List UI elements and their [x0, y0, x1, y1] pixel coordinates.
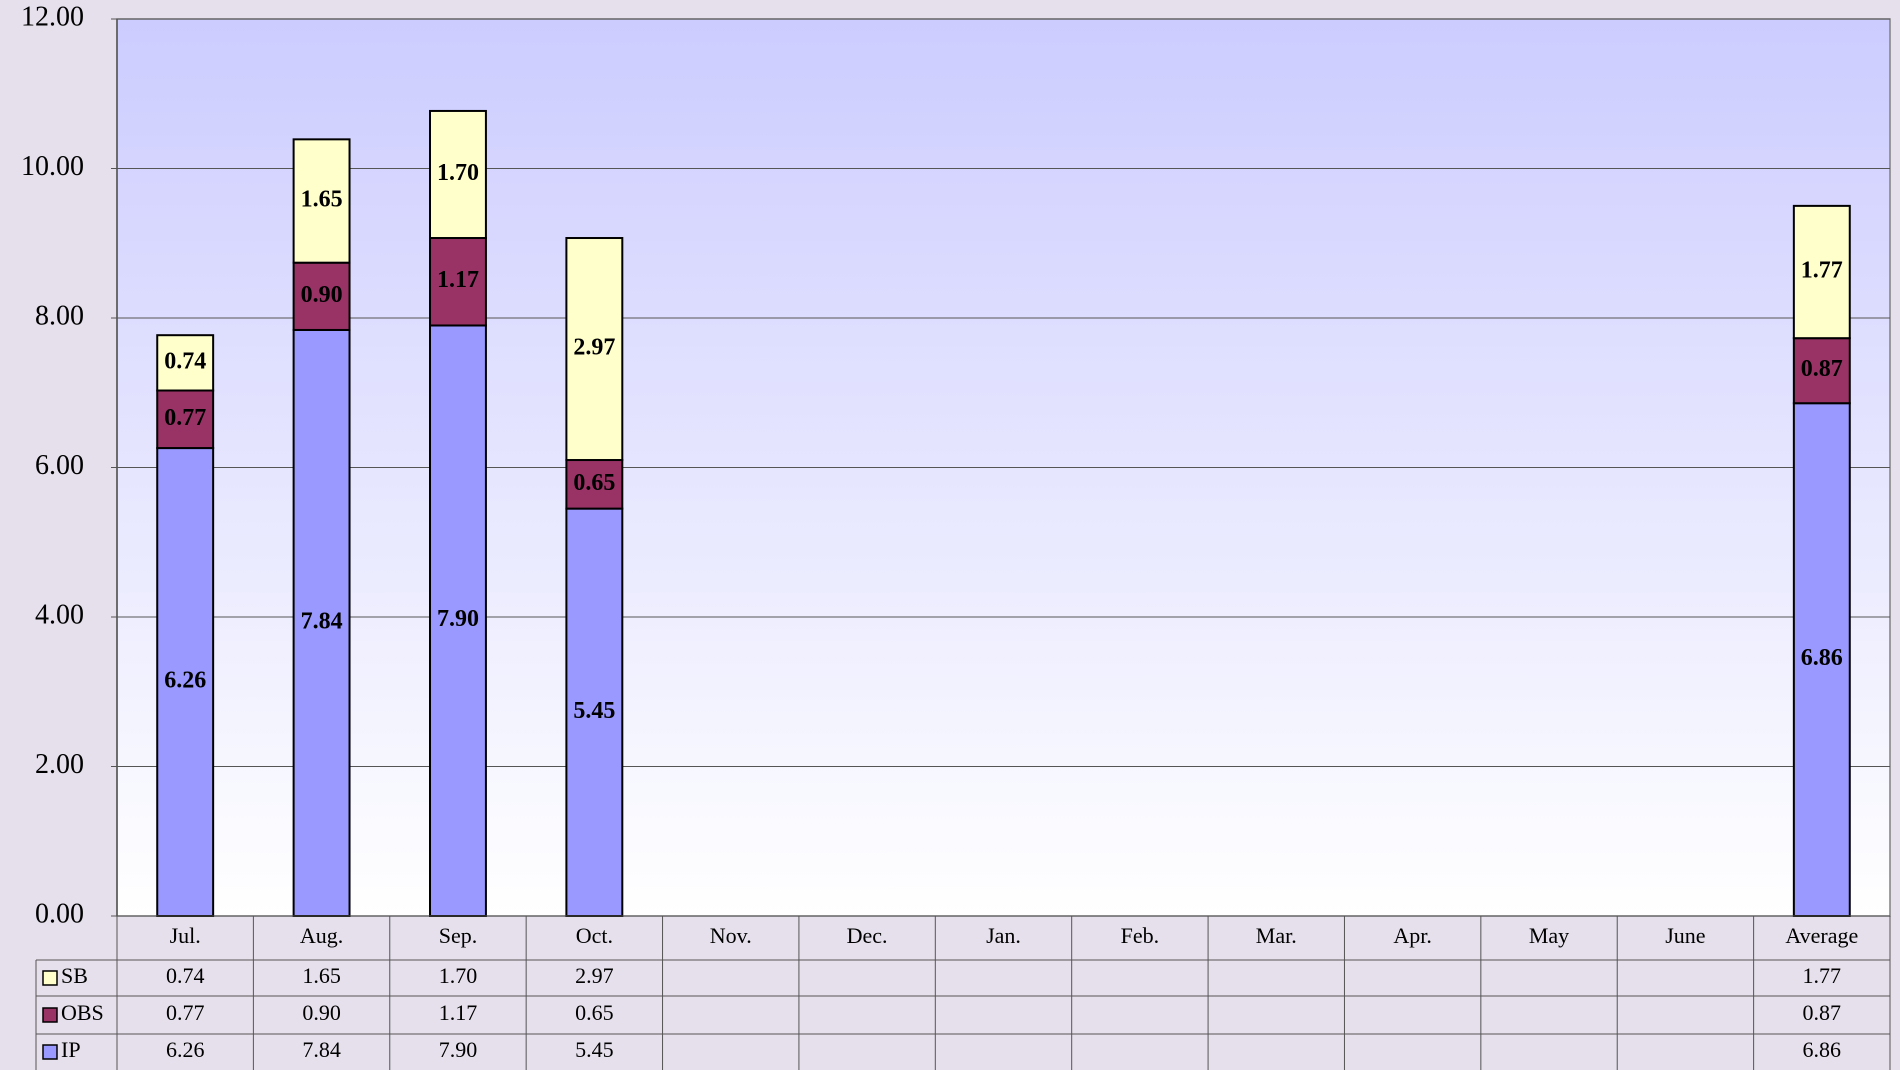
y-tick-label: 8.00 [35, 300, 84, 331]
x-tick-label: Mar. [1256, 923, 1297, 948]
data-label: 0.90 [301, 282, 343, 308]
bar-segment [156, 389, 215, 450]
table-cell: 1.65 [302, 963, 341, 988]
bar-segment [565, 237, 624, 462]
legend-label: SB [61, 963, 88, 988]
table-cell: 0.87 [1803, 1000, 1842, 1025]
table-cell: 0.90 [302, 1000, 341, 1025]
table-cell: 6.86 [1803, 1037, 1842, 1062]
x-tick-label: Jul. [170, 923, 201, 948]
data-label: 0.65 [573, 470, 615, 496]
data-label: 0.77 [164, 405, 206, 431]
x-tick-label: Sep. [439, 923, 478, 948]
bar-segment [1792, 337, 1851, 405]
x-tick-label: Apr. [1393, 923, 1432, 948]
bar-segment [156, 334, 215, 392]
bar-segment [1792, 402, 1851, 917]
data-label: 0.87 [1801, 356, 1843, 382]
bar-segment [565, 507, 624, 917]
y-tick-label: 6.00 [35, 450, 84, 481]
legend-label: OBS [61, 1000, 104, 1025]
data-label: 7.84 [301, 608, 343, 634]
bar-segment [429, 324, 487, 918]
x-tick-label: Feb. [1121, 923, 1160, 948]
data-label: 6.26 [164, 668, 206, 694]
data-label: 2.97 [573, 335, 615, 361]
table-cell: 2.97 [575, 963, 614, 988]
table-cell: 0.77 [166, 1000, 205, 1025]
legend-swatch [42, 970, 58, 986]
y-tick-label: 2.00 [35, 749, 84, 780]
data-label: 1.70 [437, 160, 479, 186]
data-label: 0.74 [164, 348, 206, 374]
table-cell: 6.26 [166, 1037, 205, 1062]
data-label: 7.90 [437, 606, 479, 632]
legend-swatch [42, 1007, 58, 1023]
y-tick-label: 0.00 [35, 898, 84, 929]
table-cell: 7.90 [439, 1037, 478, 1062]
table-cell: 1.70 [439, 963, 478, 988]
x-tick-label: Oct. [576, 923, 613, 948]
data-label: 1.17 [437, 267, 479, 293]
bar-segment [292, 261, 351, 331]
bar-segment [565, 459, 624, 510]
table-cell: 7.84 [302, 1037, 341, 1062]
x-tick-label: June [1665, 923, 1705, 948]
table-cell: 0.74 [166, 963, 205, 988]
legend-swatch [42, 1044, 58, 1060]
x-tick-label: Dec. [847, 923, 888, 948]
x-tick-label: May [1529, 923, 1569, 948]
table-cell: 1.77 [1803, 963, 1842, 988]
data-label: 6.86 [1801, 645, 1843, 671]
legend-label: IP [61, 1037, 81, 1062]
bar-segment [429, 109, 487, 240]
table-cell: 5.45 [575, 1037, 614, 1062]
table-cell: 0.65 [575, 1000, 614, 1025]
data-label: 1.65 [301, 187, 343, 213]
table-cell: 1.17 [439, 1000, 478, 1025]
data-label: 1.77 [1801, 258, 1843, 284]
x-tick-label: Nov. [710, 923, 752, 948]
y-tick-label: 10.00 [21, 151, 84, 182]
x-tick-label: Aug. [300, 923, 343, 948]
bar-segment [292, 138, 351, 264]
bar-segment [1792, 204, 1851, 340]
y-tick-label: 12.00 [21, 1, 84, 32]
bar-segment [156, 447, 215, 917]
data-label: 5.45 [573, 698, 615, 724]
y-tick-label: 4.00 [35, 599, 84, 630]
x-tick-label: Jan. [986, 923, 1021, 948]
x-tick-label: Average [1785, 923, 1858, 948]
